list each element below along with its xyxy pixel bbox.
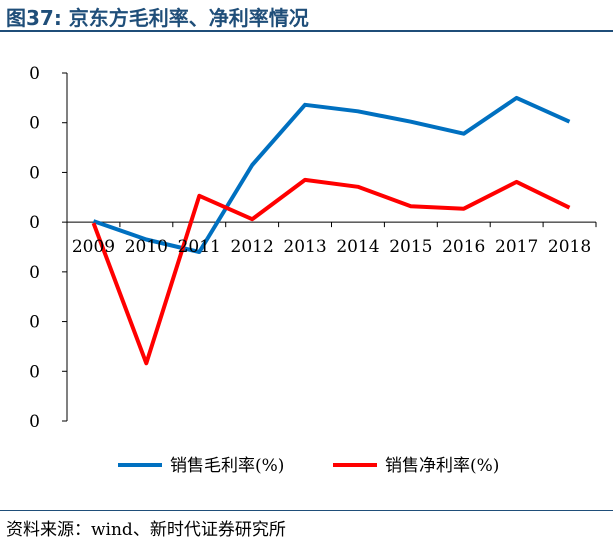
figure-title: 图37: 京东方毛利率、净利率情况 (6, 6, 309, 30)
title-bar: 图37: 京东方毛利率、净利率情况 (0, 0, 613, 30)
footer-rule (0, 510, 613, 511)
y-tick-label: 0 (29, 313, 40, 333)
x-tick-label: 2013 (283, 237, 326, 257)
y-tick-labels: 0 0 0 0 0 0 0 0 (29, 64, 40, 432)
line-chart: 0 0 0 0 0 0 0 0 2009 2010 2011 2012 2013 2014 2015 201… (29, 64, 597, 476)
legend-label: 销售净利率(%) (385, 456, 499, 476)
x-tick-label: 2012 (231, 237, 274, 257)
x-tick-label: 2014 (336, 237, 379, 257)
x-tick-label: 2010 (125, 237, 168, 257)
x-tick-label: 2016 (442, 237, 485, 257)
x-tick-label: 2015 (389, 237, 432, 257)
chart-area: 0 0 0 0 0 0 0 0 2009 2010 2011 2012 2013 2014 2015 201… (0, 34, 613, 500)
x-tick-label: 2018 (548, 237, 591, 257)
y-tick-label: 0 (29, 114, 40, 134)
source-note: 资料来源：wind、新时代证券研究所 (6, 520, 286, 540)
legend: 销售毛利率(%) 销售净利率(%) (118, 456, 499, 476)
y-tick-label: 0 (29, 362, 40, 382)
series-line-gross-margin (92, 95, 571, 254)
x-tick-label: 2017 (495, 237, 538, 257)
title-rule (0, 30, 613, 32)
y-tick-label: 0 (29, 213, 40, 233)
x-tick-label: 2009 (72, 237, 115, 257)
x-tick-label: 2011 (178, 237, 221, 257)
y-tick-label: 0 (29, 64, 40, 84)
series-lines (91, 95, 571, 366)
axes (62, 72, 597, 422)
y-tick-label: 0 (29, 263, 40, 283)
x-tick-labels: 2009 2010 2011 2012 2013 2014 2015 2016 2017 2018 (72, 237, 591, 257)
series-line-net-margin (91, 177, 571, 366)
y-tick-label: 0 (29, 163, 40, 183)
y-tick-label: 0 (29, 412, 40, 432)
legend-label: 销售毛利率(%) (170, 456, 284, 476)
